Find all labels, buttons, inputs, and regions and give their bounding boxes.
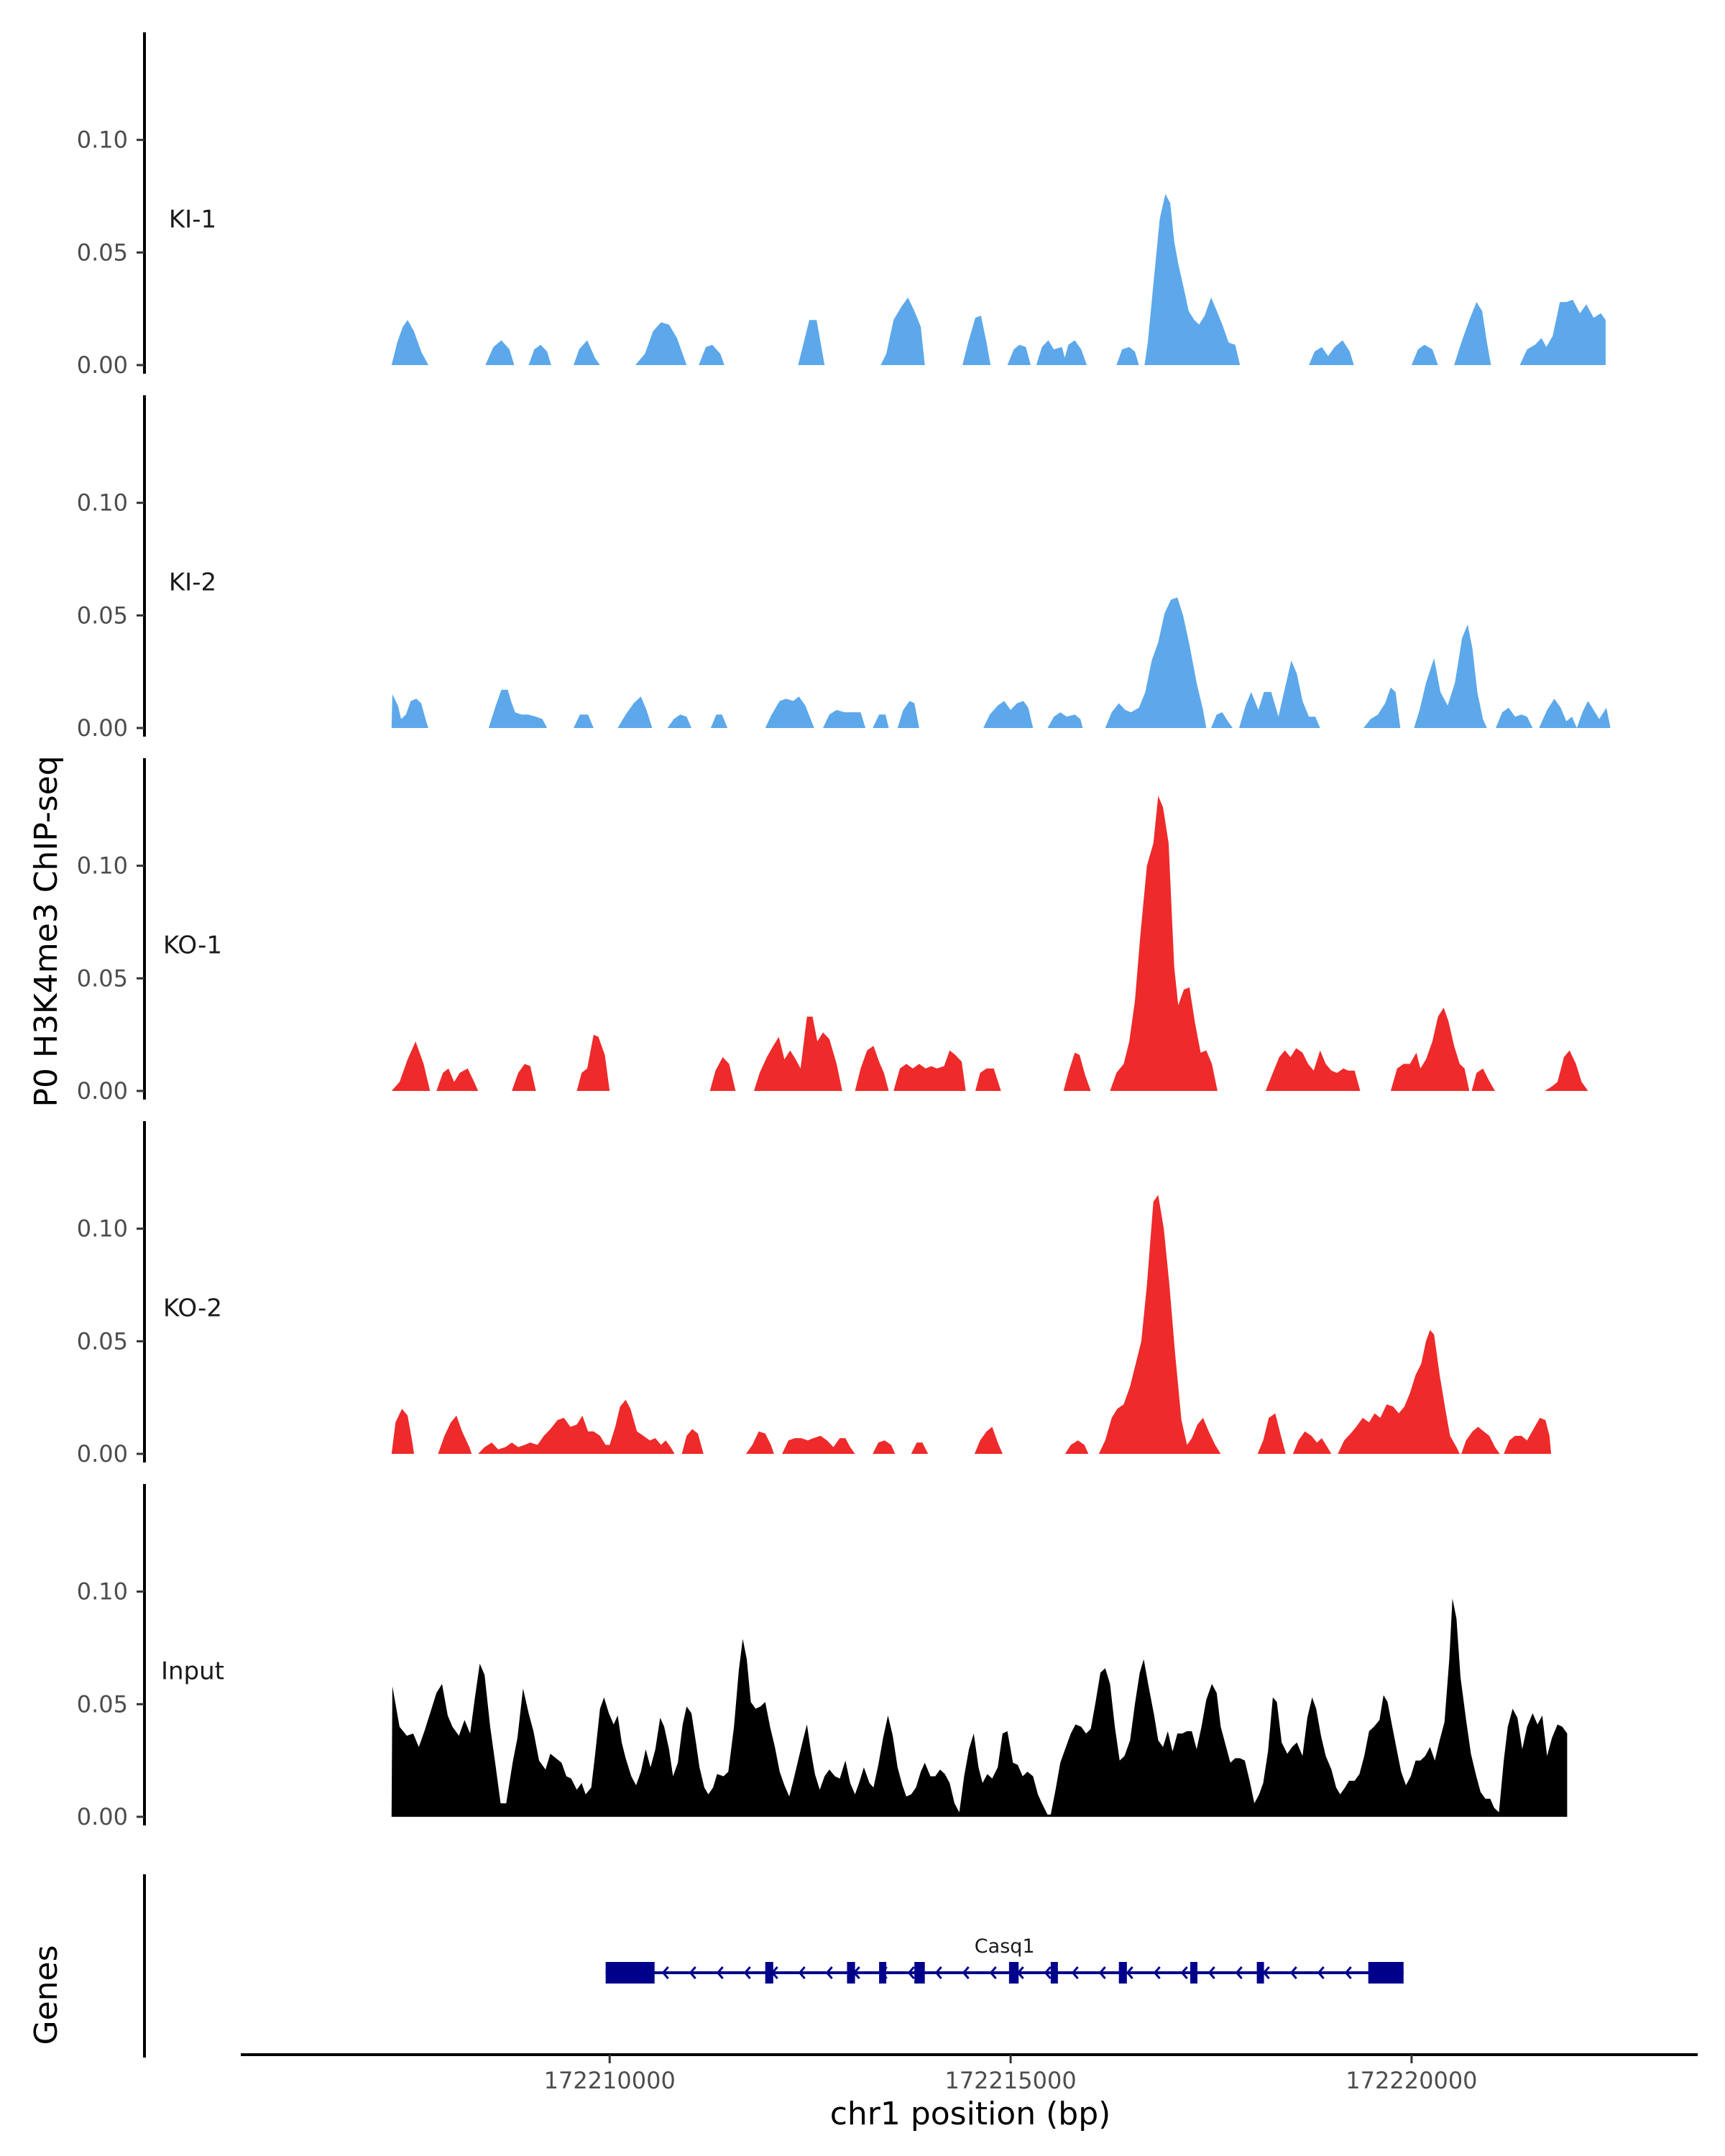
- track-panel-ki-1: 0.10 0.05 0.00 KI-1: [77, 32, 1606, 379]
- track-panel-ko-1: 0.10 0.05 0.00 KO-1: [77, 758, 1588, 1105]
- y-tick-label: 0.00: [77, 714, 128, 742]
- exon: [914, 1962, 925, 1984]
- track-label: KI-2: [169, 568, 216, 596]
- strand-arrow: [1289, 1966, 1297, 1979]
- strand-arrow: [825, 1966, 833, 1979]
- exon: [1256, 1962, 1264, 1984]
- y-tick-label: 0.00: [77, 351, 128, 379]
- gene-label: Casq1: [975, 1935, 1035, 1958]
- x-axis: 172210000 172215000 172220000: [241, 2053, 1698, 2094]
- exon: [847, 1962, 855, 1984]
- y-tick-label: 0.00: [77, 1077, 128, 1105]
- strand-arrow: [1126, 1966, 1133, 1979]
- strand-arrow: [1235, 1966, 1243, 1979]
- signal-area-ki-1: [391, 193, 1606, 365]
- strand-arrow: [1071, 1966, 1079, 1979]
- strand-arrow: [907, 1966, 915, 1979]
- strand-arrow: [1044, 1966, 1052, 1979]
- y-tick-label: 0.10: [77, 1578, 128, 1606]
- gene-model-casq1: Casq1: [605, 1935, 1404, 1984]
- y-tick-label: 0.00: [77, 1440, 128, 1468]
- strand-arrow: [934, 1966, 942, 1979]
- exon: [879, 1962, 887, 1984]
- strand-arrow: [989, 1966, 997, 1979]
- strand-arrow: [1153, 1966, 1161, 1979]
- track-panels: 0.10 0.05 0.00 KI-1 0.10 0.05 0.00 KI-2 0.10 0.05…: [77, 32, 1611, 1830]
- y-tick-label: 0.10: [77, 1215, 128, 1243]
- strand-arrow: [1208, 1966, 1215, 1979]
- genes-panel: Casq1: [143, 1874, 1404, 2058]
- exon: [765, 1962, 773, 1984]
- track-panel-ko-2: 0.10 0.05 0.00 KO-2: [77, 1121, 1552, 1468]
- exon: [1368, 1962, 1404, 1984]
- y-tick-label: 0.10: [77, 852, 128, 880]
- strand-arrow: [716, 1966, 724, 1979]
- y-tick-label: 0.10: [77, 126, 128, 154]
- y-tick-label: 0.05: [77, 964, 128, 992]
- track-label: Input: [161, 1657, 224, 1685]
- strand-arrow: [743, 1966, 751, 1979]
- strand-arrow: [798, 1966, 806, 1979]
- y-axis-title: P0 H3K4me3 ChIP-seq: [28, 755, 65, 1107]
- strand-arrow: [689, 1966, 696, 1979]
- track-label: KO-2: [163, 1294, 222, 1322]
- track-label: KI-1: [169, 205, 216, 234]
- track-panel-ki-2: 0.10 0.05 0.00 KI-2: [77, 395, 1611, 742]
- signal-area-ki-2: [391, 597, 1611, 728]
- exon: [605, 1962, 655, 1984]
- genes-axis-title: Genes: [28, 1945, 65, 2045]
- exon: [1050, 1962, 1058, 1984]
- signal-area-input: [391, 1598, 1568, 1817]
- x-axis-title: chr1 position (bp): [830, 2096, 1111, 2132]
- strand-arrow: [962, 1966, 970, 1979]
- y-tick-label: 0.05: [77, 1690, 128, 1718]
- signal-area-ko-2: [391, 1194, 1552, 1454]
- exon: [1118, 1962, 1127, 1984]
- y-tick-label: 0.05: [77, 1327, 128, 1355]
- x-tick-label: 172215000: [944, 2067, 1076, 2094]
- y-tick-label: 0.05: [77, 602, 128, 629]
- track-label: KO-1: [163, 931, 222, 959]
- exon: [1008, 1962, 1019, 1984]
- exon: [1190, 1962, 1197, 1984]
- strand-arrow: [1317, 1966, 1325, 1979]
- x-tick-label: 172210000: [544, 2067, 676, 2094]
- strand-arrow: [1344, 1966, 1352, 1979]
- strand-arrow: [1262, 1966, 1270, 1979]
- signal-area-ko-1: [391, 796, 1588, 1091]
- y-tick-label: 0.00: [77, 1803, 128, 1830]
- track-panel-input: 0.10 0.05 0.00 Input: [77, 1484, 1568, 1830]
- strand-arrow: [1098, 1966, 1106, 1979]
- strand-arrow: [1180, 1966, 1188, 1979]
- y-tick-label: 0.10: [77, 489, 128, 517]
- x-tick-label: 172220000: [1346, 2067, 1477, 2094]
- y-tick-label: 0.05: [77, 239, 128, 266]
- strand-arrow: [661, 1966, 669, 1979]
